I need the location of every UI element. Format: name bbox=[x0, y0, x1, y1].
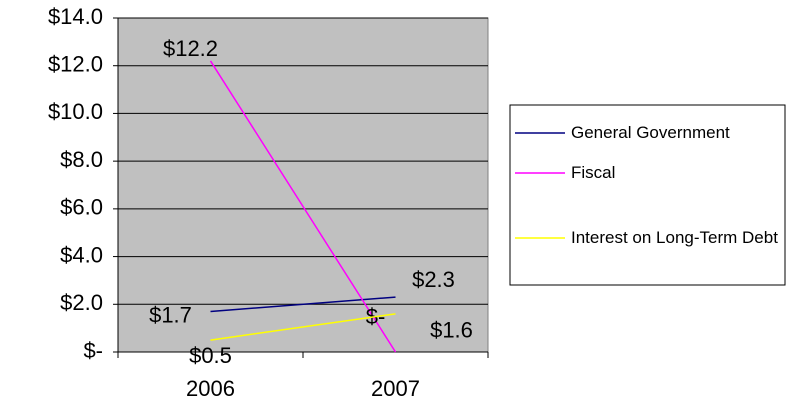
legend-label: General Government bbox=[571, 123, 730, 142]
x-tick-label: 2006 bbox=[186, 376, 235, 401]
y-tick-label: $10.0 bbox=[48, 99, 103, 124]
y-tick-label: $- bbox=[83, 338, 103, 363]
data-label: $12.2 bbox=[163, 36, 218, 61]
y-tick-label: $14.0 bbox=[48, 4, 103, 29]
x-tick-label: 2007 bbox=[371, 376, 420, 401]
legend-label: Fiscal bbox=[571, 163, 616, 182]
plot-area bbox=[117, 17, 489, 353]
legend-entry: Fiscal bbox=[571, 163, 616, 182]
data-label: $2.3 bbox=[412, 267, 455, 292]
line-series bbox=[210, 296, 396, 313]
data-label: $0.5 bbox=[189, 343, 232, 368]
y-tick-label: $2.0 bbox=[60, 290, 103, 315]
line-series bbox=[210, 313, 396, 341]
data-label: $1.6 bbox=[430, 318, 473, 343]
legend-label: Interest on Long-Term Debt bbox=[571, 228, 778, 247]
legend-entry: General Government bbox=[571, 123, 730, 142]
y-tick-label: $6.0 bbox=[60, 195, 103, 220]
y-tick-label: $8.0 bbox=[60, 147, 103, 172]
data-label: $1.7 bbox=[149, 302, 192, 327]
line-series bbox=[209, 60, 397, 353]
y-tick-label: $4.0 bbox=[60, 242, 103, 267]
y-tick-label: $12.0 bbox=[48, 52, 103, 77]
legend bbox=[509, 104, 786, 286]
legend-entry: Interest on Long-Term Debt bbox=[571, 228, 778, 247]
